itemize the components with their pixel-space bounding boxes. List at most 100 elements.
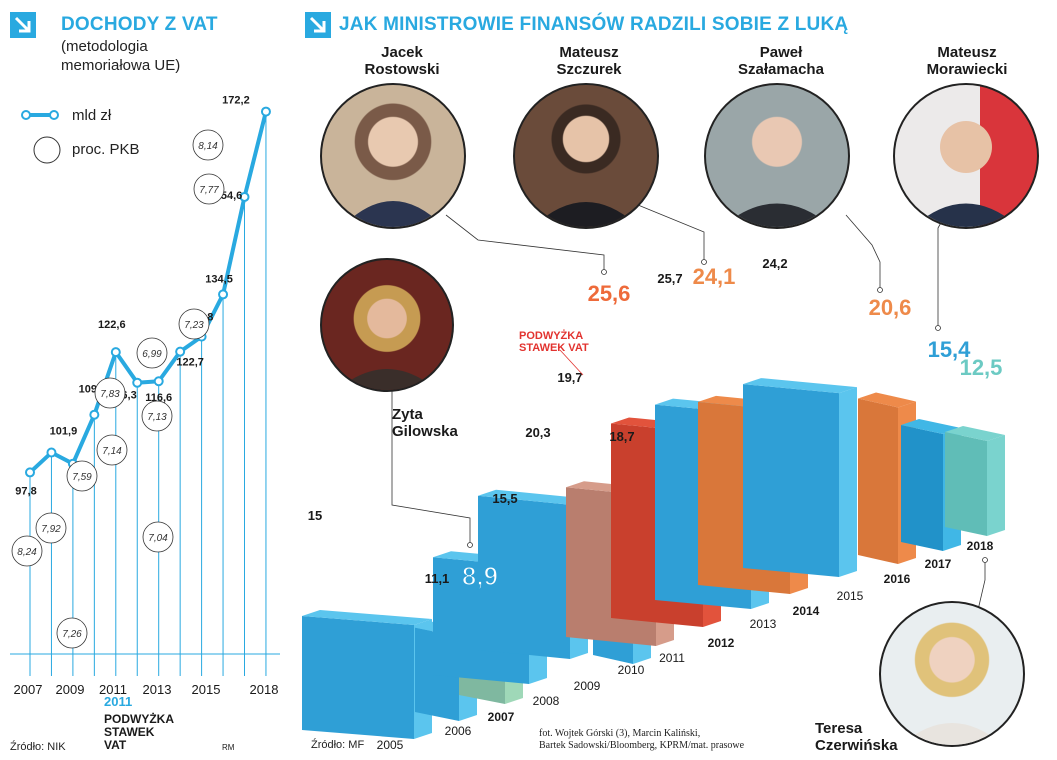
pkb-label: 7,26: [62, 629, 82, 640]
value-label: 134,5: [205, 273, 233, 285]
bar-face: [858, 398, 898, 564]
value-label: 122,7: [176, 357, 204, 369]
bar-value-label: 15,4: [928, 337, 972, 362]
portrait-gilowska: [320, 258, 454, 392]
photo-credit-1: fot. Wojtek Górski (3), Marcin Kaliński,: [539, 728, 701, 739]
bar-value-label: 20,6: [869, 295, 912, 320]
pkb-label: 7,83: [100, 389, 120, 400]
x-category-label: 2006: [445, 724, 472, 738]
x-tick-label: 2007: [14, 682, 43, 697]
left-chart-title: DOCHODY Z VAT: [61, 14, 218, 35]
data-point: [239, 191, 250, 202]
leader-line: [845, 214, 881, 290]
x-category-label: 2011: [659, 651, 685, 665]
value-label: 172,2: [222, 95, 250, 107]
leader-line: [937, 209, 949, 328]
leader-dot: [467, 542, 473, 548]
bar-value-label: 15,5: [492, 491, 517, 506]
legend-circle-icon: [32, 135, 62, 165]
data-point: [46, 447, 57, 458]
bar-value-label: 25,7: [657, 271, 682, 286]
leader-line: [637, 204, 705, 262]
pkb-circle: [178, 308, 210, 340]
x-tick-label: 2018: [250, 682, 279, 697]
pkb-label: 7,59: [72, 472, 92, 483]
bar-side: [987, 435, 1005, 536]
x-tick-label: 2011: [99, 682, 127, 697]
event-pointer: [559, 349, 584, 376]
pkb-label: 7,14: [102, 446, 122, 457]
pkb-circle: [136, 337, 168, 369]
portrait-rostowski: [320, 83, 466, 229]
x-category-label: 2018: [967, 539, 994, 553]
portrait-szalamacha: [704, 83, 850, 229]
event-label-3: VAT: [104, 738, 127, 752]
bar-value-label: 18,7: [609, 429, 634, 444]
pkb-label: 7,23: [184, 320, 204, 331]
minister-name-szczurek: Mateusz Szczurek: [556, 44, 622, 78]
pkb-circle: [142, 521, 174, 553]
pkb-circle: [94, 377, 126, 409]
data-point: [25, 467, 35, 478]
x-tick-label: 2009: [56, 682, 85, 697]
pkb-circle: [96, 434, 128, 466]
pkb-circle: [11, 535, 43, 567]
left-chart-subtitle-2: memoriałowa UE): [61, 57, 181, 74]
data-point: [153, 376, 164, 387]
data-point: [260, 106, 271, 117]
x-category-label: 2008: [533, 694, 560, 708]
data-point: [89, 409, 100, 420]
pkb-circle: [193, 173, 225, 205]
pkb-label: 7,92: [41, 524, 61, 535]
right-chart-title: JAK MINISTROWIE FINANSÓW RADZILI SOBIE Z…: [339, 14, 849, 35]
left-source: Źródło: NIK: [10, 741, 66, 753]
portrait-szczurek: [513, 83, 659, 229]
bar-value-label: 15: [308, 508, 322, 523]
x-category-label: 2005: [377, 738, 404, 752]
pkb-label: 6,99: [142, 349, 162, 360]
pkb-label: 7,04: [148, 533, 168, 544]
x-category-label: 2013: [750, 617, 777, 631]
leader-line: [445, 214, 605, 272]
x-category-label: 2017: [925, 557, 952, 571]
left-initials: RM: [222, 743, 235, 752]
x-category-label: 2009: [574, 679, 601, 693]
pkb-circle: [35, 512, 67, 544]
bar-top: [302, 610, 432, 625]
x-category-label: 2012: [708, 636, 735, 650]
event-label-1: PODWYŻKA: [104, 712, 174, 726]
portrait-czerwinska: [879, 601, 1025, 747]
bar-face: [945, 432, 987, 536]
minister-name-czerwinska: Teresa Czerwińska: [815, 720, 898, 754]
bar-value-label: 11,1: [425, 571, 450, 586]
left-chart-subtitle-1: (metodologia: [61, 38, 148, 55]
bar-side: [839, 387, 857, 577]
pkb-circle: [66, 460, 98, 492]
x-tick-label: 2015: [192, 682, 221, 697]
bar-top: [478, 489, 588, 505]
legend-label-mld: mld zł: [72, 107, 112, 124]
pkb-label: 7,77: [199, 185, 219, 196]
minister-name-gilowska: Zyta Gilowska: [392, 406, 458, 440]
data-point: [218, 289, 229, 300]
pkb-label: 7,13: [147, 412, 167, 423]
leader-dot: [601, 269, 607, 275]
value-label: 122,6: [98, 319, 126, 331]
event-year-label: 2011: [104, 694, 133, 709]
bar-top: [743, 378, 857, 394]
photo-credit-2: Bartek Sadowski/Bloomberg, KPRM/mat. pra…: [539, 740, 745, 751]
data-point: [132, 377, 143, 388]
minister-name-szalamacha: Paweł Szałamacha: [738, 44, 824, 78]
pkb-circle: [141, 400, 173, 432]
bar-value-label: 24,2: [762, 256, 787, 271]
right-arrow-icon: [305, 12, 331, 38]
bar-2018: [945, 426, 1005, 536]
right-source: Źródło: MF: [311, 739, 365, 751]
leader-line: [391, 382, 471, 545]
x-category-label: 2016: [884, 572, 911, 586]
event-label-2: STAWEK: [104, 725, 155, 739]
minister-name-rostowski: Jacek Rostowski: [364, 44, 440, 78]
leader-dot: [935, 325, 941, 331]
pkb-circle: [56, 617, 88, 649]
